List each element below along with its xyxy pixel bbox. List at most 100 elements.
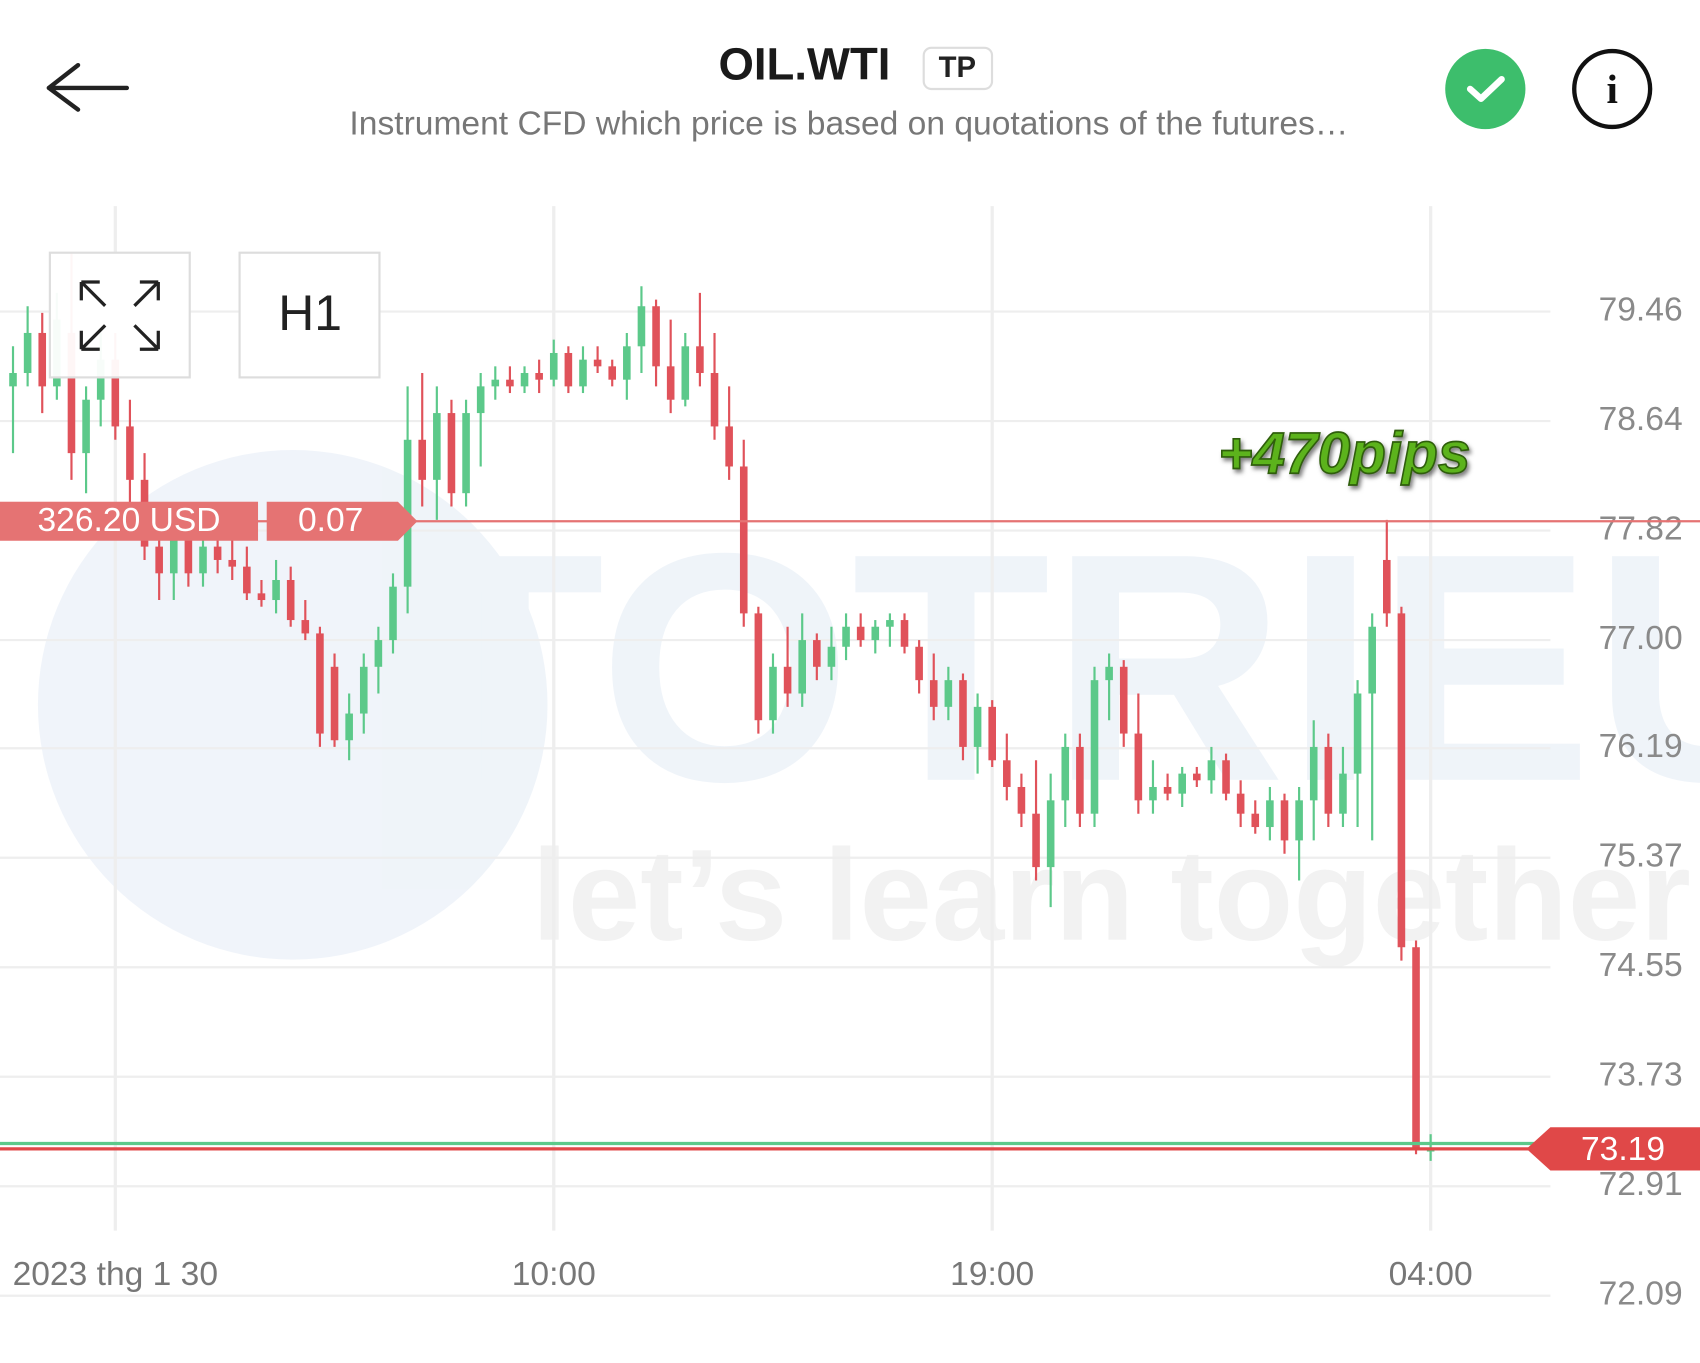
watermark: TOTRIEU let’s learn together <box>37 450 1700 968</box>
candle-body <box>199 546 207 574</box>
badge: TP <box>939 52 976 84</box>
candle-body <box>1324 746 1333 814</box>
candle-body <box>1017 786 1026 814</box>
candle-body <box>886 620 894 627</box>
y-tick-label: 72.91 <box>1599 1166 1683 1203</box>
candle-body <box>856 626 865 641</box>
candle-body <box>1266 800 1274 828</box>
overlay: 326.20 USD 0.07 73.19 +470pips <box>0 420 1700 1171</box>
candle-body <box>1383 559 1391 614</box>
candle-body <box>476 386 485 414</box>
timeframe: H1 <box>278 285 342 341</box>
candle-body <box>827 646 836 667</box>
candle-body <box>213 546 222 560</box>
y-tick-label: 74.55 <box>1599 947 1683 984</box>
y-tick-label: 79.46 <box>1599 291 1683 328</box>
candle-body <box>243 566 251 594</box>
candle-body <box>842 626 850 647</box>
candle-body <box>67 332 76 454</box>
volume-label: 0.07 <box>298 502 363 539</box>
candle-body <box>111 359 120 427</box>
candle-body <box>637 306 646 347</box>
candle-body <box>900 620 909 647</box>
candle-body <box>798 640 807 694</box>
candle-body <box>301 620 310 634</box>
expand-button[interactable] <box>48 251 191 379</box>
candle-body <box>447 413 456 494</box>
candle-body <box>374 640 383 667</box>
candle-body <box>257 593 266 601</box>
candle-body <box>433 413 441 480</box>
candle-body <box>506 379 514 387</box>
candle-body <box>228 559 237 567</box>
candle-body <box>973 706 982 747</box>
y-tick-label: 77.82 <box>1599 510 1683 547</box>
candle-body <box>710 373 719 427</box>
candle-body <box>608 366 617 380</box>
plot <box>9 252 1435 1161</box>
last-price-label: 73.19 <box>1581 1131 1665 1168</box>
candle-body <box>1090 680 1099 814</box>
candle-body <box>1046 800 1055 868</box>
y-tick-label: 78.64 <box>1599 401 1683 438</box>
watermark-tagline: let’s learn together <box>532 822 1691 968</box>
candle-body <box>82 399 90 454</box>
candle-body <box>1353 693 1362 774</box>
grid: 72.09 72.91 73.73 74.55 75.37 76.19 77.00 77.82… <box>0 206 1683 1313</box>
candle-body <box>1412 947 1420 1148</box>
candle-body <box>184 533 193 574</box>
subtitle: Instrument CFD which price is based on q… <box>349 106 1348 143</box>
candle-body <box>418 439 427 480</box>
candle-body <box>1339 773 1347 814</box>
candle-body <box>1134 733 1143 801</box>
candle-body <box>1032 813 1040 868</box>
candle-body <box>1061 746 1070 801</box>
status-check[interactable] <box>1445 48 1526 130</box>
profit-label: 326.20 USD <box>38 502 221 539</box>
candle-body <box>1207 760 1216 781</box>
candle-body <box>549 352 558 380</box>
y-tick-label: 77.00 <box>1599 620 1683 657</box>
candle-body <box>1105 666 1113 681</box>
candle-body <box>1003 760 1011 787</box>
x-tick-label: 2023 thg 1 30 <box>13 1256 218 1293</box>
candle-body <box>1397 613 1406 948</box>
y-tick-label: 72.09 <box>1599 1276 1683 1313</box>
candle-body <box>623 346 631 380</box>
candle-body <box>520 373 529 387</box>
candle-body <box>988 706 996 761</box>
svg-text:i: i <box>1606 66 1617 112</box>
timeframe-button[interactable]: H1 <box>238 251 381 379</box>
candle-body <box>1251 813 1260 828</box>
candle-body <box>1193 773 1201 781</box>
candle-body <box>1368 626 1376 694</box>
candle-body <box>23 332 32 374</box>
candle-body <box>593 359 602 367</box>
candle-body <box>345 713 353 741</box>
y-tick-label: 73.73 <box>1599 1057 1683 1094</box>
candle-body <box>739 466 748 614</box>
x-tick-label: 19:00 <box>950 1256 1034 1293</box>
candle-body <box>1309 746 1318 801</box>
candle-body <box>1236 793 1245 814</box>
candle-body <box>769 666 777 721</box>
instrument-title: OIL.WTI <box>719 38 891 89</box>
candle-body <box>330 666 339 741</box>
back-button[interactable] <box>46 62 130 112</box>
candle-body <box>272 579 280 601</box>
candle-body <box>681 346 690 400</box>
info-button[interactable]: i <box>1572 48 1653 130</box>
watermark-brand: TOTRIEU <box>406 486 1700 849</box>
candle-body <box>96 359 105 400</box>
candle-body <box>915 646 923 681</box>
candle-body <box>725 426 733 467</box>
candle-body <box>1280 800 1289 841</box>
candle-body <box>359 666 368 714</box>
candle-body <box>38 332 47 387</box>
candle-body <box>1163 786 1172 794</box>
candle-body <box>462 413 470 494</box>
x-tick-label: 10:00 <box>512 1256 596 1293</box>
candle-body <box>316 633 324 734</box>
candle-body <box>579 359 587 387</box>
